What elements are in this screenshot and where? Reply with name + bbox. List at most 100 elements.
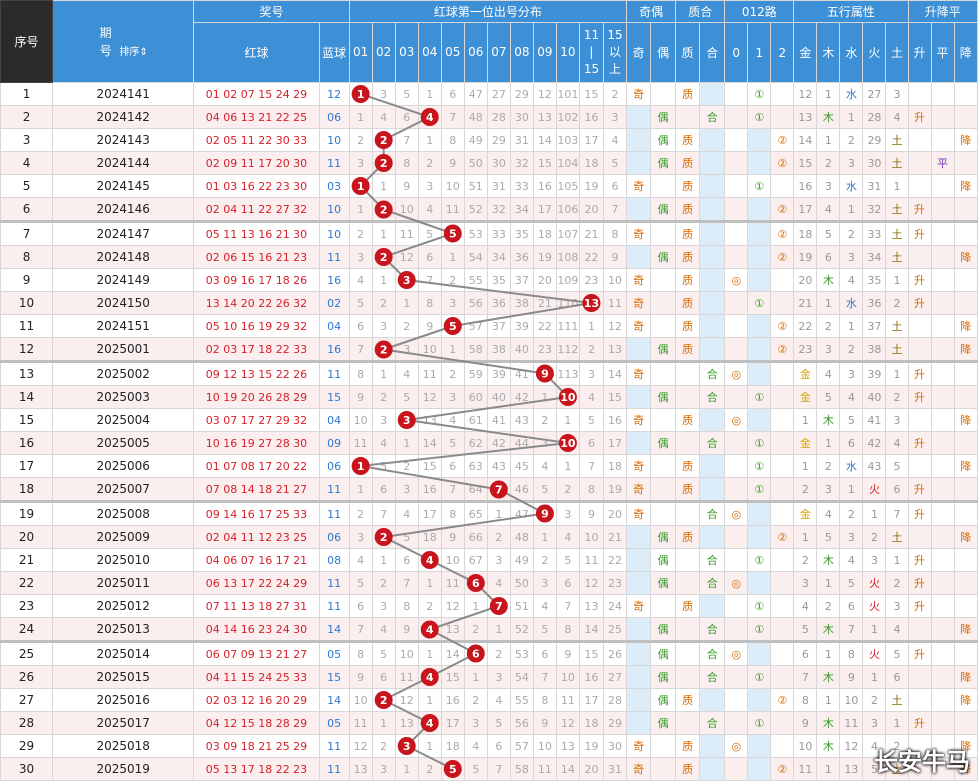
down-cell: 降 xyxy=(953,617,978,642)
dist-cell: 1 xyxy=(486,500,511,526)
dist-cell: 55 xyxy=(463,268,488,292)
period-number: 2025005 xyxy=(52,431,195,455)
wuxing-cell: 7 xyxy=(885,500,909,526)
composite-cell xyxy=(699,594,726,618)
dist-cell: 1 xyxy=(371,174,396,198)
dist-cell: 6 xyxy=(440,82,465,106)
flat-cell: 平 xyxy=(930,151,955,175)
dist-cell: 64 xyxy=(463,477,488,502)
dist-cell: 3 xyxy=(463,711,488,735)
down-cell: 降 xyxy=(953,525,978,549)
header-012-2: 2 xyxy=(770,22,795,83)
road-cell-1 xyxy=(747,245,772,269)
sort-button[interactable]: 排序⇕ xyxy=(119,47,147,58)
wuxing-cell: 9 xyxy=(839,665,864,689)
dist-cell: 4 xyxy=(417,665,442,689)
row-index: 12 xyxy=(0,337,54,362)
dist-cell: 20 xyxy=(578,757,604,781)
dist-cell: 3 xyxy=(602,105,628,129)
dist-cell: 13 xyxy=(440,617,465,642)
dist-cell: 23 xyxy=(602,571,628,595)
row-index: 7 xyxy=(0,220,54,246)
wuxing-cell: 1 xyxy=(816,82,841,106)
header-zhihe-1: 合 xyxy=(699,22,726,83)
dist-cell: 53 xyxy=(509,640,534,666)
wuxing-cell: 4 xyxy=(816,500,841,526)
flat-cell xyxy=(930,82,955,106)
header-digit-1: 01 xyxy=(348,22,373,83)
road-cell-0 xyxy=(724,385,749,409)
dist-cell: 7 xyxy=(486,477,511,502)
header-digit-11: 11 | 15 xyxy=(578,22,604,83)
dist-cell: 36 xyxy=(509,245,534,269)
dist-cell: 7 xyxy=(417,268,442,292)
red-balls: 02 05 11 22 30 33 xyxy=(193,128,320,152)
header-period[interactable]: 期号 排序⇕ xyxy=(52,0,195,83)
odd-cell: 奇 xyxy=(626,360,652,386)
dist-cell: 58 xyxy=(463,337,488,362)
red-balls: 04 06 07 16 17 21 xyxy=(193,548,320,572)
dist-cell: 54 xyxy=(463,245,488,269)
road-cell-1 xyxy=(747,220,772,246)
red-balls: 03 09 18 21 25 29 xyxy=(193,734,320,758)
dist-cell: 2 xyxy=(463,688,488,712)
dist-cell: 3 xyxy=(578,360,604,386)
dist-cell: 20 xyxy=(532,268,557,292)
dist-cell: 18 xyxy=(532,220,557,246)
up-cell: 升 xyxy=(907,105,932,129)
period-number: 2025006 xyxy=(52,454,195,478)
wuxing-cell: 3 xyxy=(793,571,818,595)
blue-ball: 11 xyxy=(318,245,350,269)
up-cell xyxy=(907,314,932,338)
down-cell xyxy=(953,500,978,526)
dist-cell: 1 xyxy=(532,525,557,549)
dist-cell: 1 xyxy=(440,337,465,362)
dist-cell: 66 xyxy=(463,525,488,549)
road-cell-2 xyxy=(770,454,795,478)
road-cell-1: ① xyxy=(747,711,772,735)
composite-cell xyxy=(699,337,726,362)
odd-cell: 奇 xyxy=(626,291,652,315)
header-wuxing-3: 火 xyxy=(862,22,887,83)
period-number: 2025013 xyxy=(52,617,195,642)
red-balls: 04 12 15 18 28 29 xyxy=(193,711,320,735)
prime-cell xyxy=(675,711,701,735)
dist-cell: 4 xyxy=(417,617,442,642)
road-cell-2 xyxy=(770,711,795,735)
dist-cell: 1 xyxy=(371,220,396,246)
composite-cell: 合 xyxy=(699,360,726,386)
wuxing-cell: 8 xyxy=(793,688,818,712)
dist-cell: 8 xyxy=(578,477,604,502)
blue-ball: 11 xyxy=(318,500,350,526)
dist-cell: 29 xyxy=(509,82,534,106)
dist-cell: 10 xyxy=(555,665,580,689)
dist-cell: 29 xyxy=(602,711,628,735)
blue-ball: 11 xyxy=(318,734,350,758)
period-number: 2025019 xyxy=(52,757,195,781)
flat-cell xyxy=(930,548,955,572)
road-cell-0 xyxy=(724,477,749,502)
table-row: 16 2025005 10 16 19 27 28 30 09 11 4 1 14 5 62 42 4… xyxy=(0,431,978,455)
up-cell xyxy=(907,454,932,478)
dist-cell: 10 xyxy=(555,385,580,409)
dist-cell: 18 xyxy=(578,711,604,735)
dist-cell: 55 xyxy=(509,688,534,712)
dist-cell: 13 xyxy=(555,734,580,758)
down-cell xyxy=(953,105,978,129)
dist-cell: 19 xyxy=(578,174,604,198)
dist-cell: 7 xyxy=(371,500,396,526)
wuxing-cell: 1 xyxy=(839,314,864,338)
up-cell: 升 xyxy=(907,385,932,409)
row-index: 8 xyxy=(0,245,54,269)
down-cell xyxy=(953,640,978,666)
dist-cell: 28 xyxy=(486,105,511,129)
flat-cell xyxy=(930,291,955,315)
dist-cell: 8 xyxy=(394,594,419,618)
wuxing-cell: 火 xyxy=(862,640,887,666)
dist-cell: 6 xyxy=(602,174,628,198)
dist-cell: 49 xyxy=(509,548,534,572)
prime-cell xyxy=(675,500,701,526)
